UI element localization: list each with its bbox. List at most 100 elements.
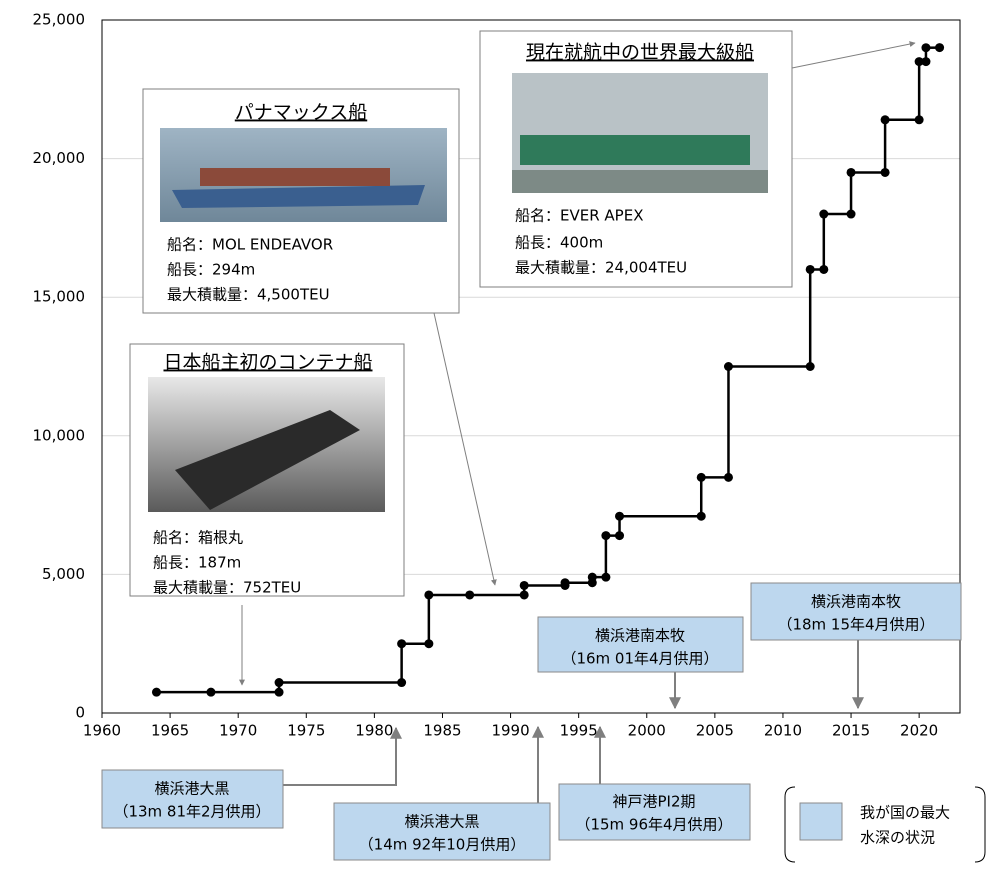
ship-photo (175, 410, 360, 510)
annotation-text: 最大積載量：752TEU (153, 579, 301, 597)
depth-text: 横浜港大黒 (404, 813, 479, 831)
data-point (914, 57, 924, 67)
data-point (424, 590, 434, 600)
data-point (723, 472, 733, 482)
legend-label: 水深の状況 (860, 829, 935, 847)
y-tick-label: 10,000 (33, 426, 86, 444)
x-tick-label: 1985 (423, 722, 461, 740)
legend: 我が国の最大 水深の状況 (784, 786, 986, 863)
data-point (601, 572, 611, 582)
annotation-title: 日本船主初のコンテナ船 (163, 352, 372, 374)
data-point (151, 687, 161, 697)
depth-text: 横浜港南本牧 (811, 593, 901, 611)
x-tick-label: 2015 (832, 722, 870, 740)
arrow (283, 726, 402, 786)
x-tick-label: 1995 (560, 722, 598, 740)
depth-box (537, 616, 744, 673)
data-point (921, 57, 931, 67)
depth-box (101, 769, 284, 829)
data-point (601, 531, 611, 541)
x-tick-label: 1970 (219, 722, 257, 740)
data-point (424, 639, 434, 649)
annotation-text: 最大積載量：4,500TEU (167, 286, 330, 304)
y-tick-label: 0 (75, 704, 85, 722)
data-point (723, 362, 733, 371)
annotation-text: 船名：MOL ENDEAVOR (167, 236, 333, 254)
ship-annotation: 現在就航中の世界最大級船 船名：EVER APEX 船長：400m 最大積載量：… (479, 30, 916, 288)
x-tick-label: 1990 (491, 722, 529, 740)
data-point (615, 511, 625, 521)
arrow (791, 41, 916, 69)
data-point (846, 167, 856, 177)
arrow (433, 312, 497, 586)
data-point (696, 472, 706, 482)
y-tick-label: 5,000 (42, 565, 85, 583)
x-tick-label: 2010 (764, 722, 802, 740)
data-point (805, 362, 815, 371)
x-tick-label: 1980 (355, 722, 393, 740)
depth-text: （18m 15年4月供用） (777, 616, 934, 634)
data-point (560, 578, 570, 588)
depth-text: 横浜港大黒 (154, 780, 229, 798)
data-point (880, 115, 890, 125)
depth-annotation: 横浜港大黒 （13m 81年2月供用） (101, 726, 402, 829)
depth-annotation: 横浜港大黒 （14m 92年10月供用） (333, 725, 551, 861)
data-point (519, 590, 529, 600)
data-point (274, 687, 284, 697)
y-tick-label: 15,000 (33, 288, 86, 306)
data-point (914, 115, 924, 125)
depth-box (333, 802, 551, 861)
legend-swatch (799, 802, 843, 841)
y-tick-label: 20,000 (33, 149, 86, 167)
plot-frame (101, 19, 961, 714)
data-point (819, 209, 829, 219)
annotation-text: 船長：187m (153, 554, 241, 572)
x-tick-label: 1975 (287, 722, 325, 740)
depth-box (558, 783, 751, 841)
data-point (696, 511, 706, 521)
data-point (519, 580, 529, 590)
ship-photo (172, 185, 425, 208)
ship-annotation: パナマックス船 船名：MOL ENDEAVOR 船長：294m 最大積載量：4,… (142, 88, 497, 586)
ship-photo (520, 135, 750, 165)
data-point (819, 264, 829, 274)
annotation-title: 現在就航中の世界最大級船 (526, 42, 754, 64)
annotation-text: 船名：EVER APEX (515, 207, 643, 225)
step-line (156, 46, 940, 694)
legend-bracket (784, 786, 796, 863)
x-tick-label: 2000 (628, 722, 666, 740)
data-point (921, 43, 931, 53)
data-point (274, 678, 284, 688)
annotation-title: パナマックス船 (235, 102, 367, 124)
ship-photo (512, 170, 768, 193)
depth-text: （14m 92年10月供用） (359, 836, 526, 854)
data-point (206, 687, 216, 697)
data-point (935, 43, 945, 53)
annotation-text: 船長：294m (167, 261, 255, 279)
depth-annotation: 横浜港南本牧 （18m 15年4月供用） (750, 582, 962, 710)
legend-label: 我が国の最大 (860, 804, 950, 822)
depth-text: （15m 96年4月供用） (575, 816, 732, 834)
depth-box (750, 582, 962, 641)
data-point (587, 572, 597, 582)
annotation-text: 船名：箱根丸 (153, 529, 243, 547)
depth-text: （16m 01年4月供用） (561, 650, 718, 668)
annotation-text: 船長：400m (515, 234, 603, 252)
data-point (397, 639, 407, 649)
legend-bracket (974, 786, 986, 863)
x-tick-label: 1965 (151, 722, 189, 740)
x-tick-label: 2005 (696, 722, 734, 740)
plot-area: 0 5,000 10,000 15,000 20,000 25,000 1960 1965 19… (33, 11, 961, 740)
data-point (880, 167, 890, 177)
data-point (465, 590, 475, 600)
y-tick-label: 25,000 (33, 11, 86, 29)
x-tick-label: 2020 (900, 722, 938, 740)
depth-text: 神戸港PI2期 (612, 793, 695, 811)
annotation-text: 最大積載量：24,004TEU (515, 259, 687, 277)
data-point (805, 264, 815, 274)
data-point (397, 678, 407, 688)
depth-annotation: 神戸港PI2期 （15m 96年4月供用） (558, 725, 751, 841)
data-point (615, 531, 625, 541)
depth-text: （13m 81年2月供用） (113, 803, 270, 821)
